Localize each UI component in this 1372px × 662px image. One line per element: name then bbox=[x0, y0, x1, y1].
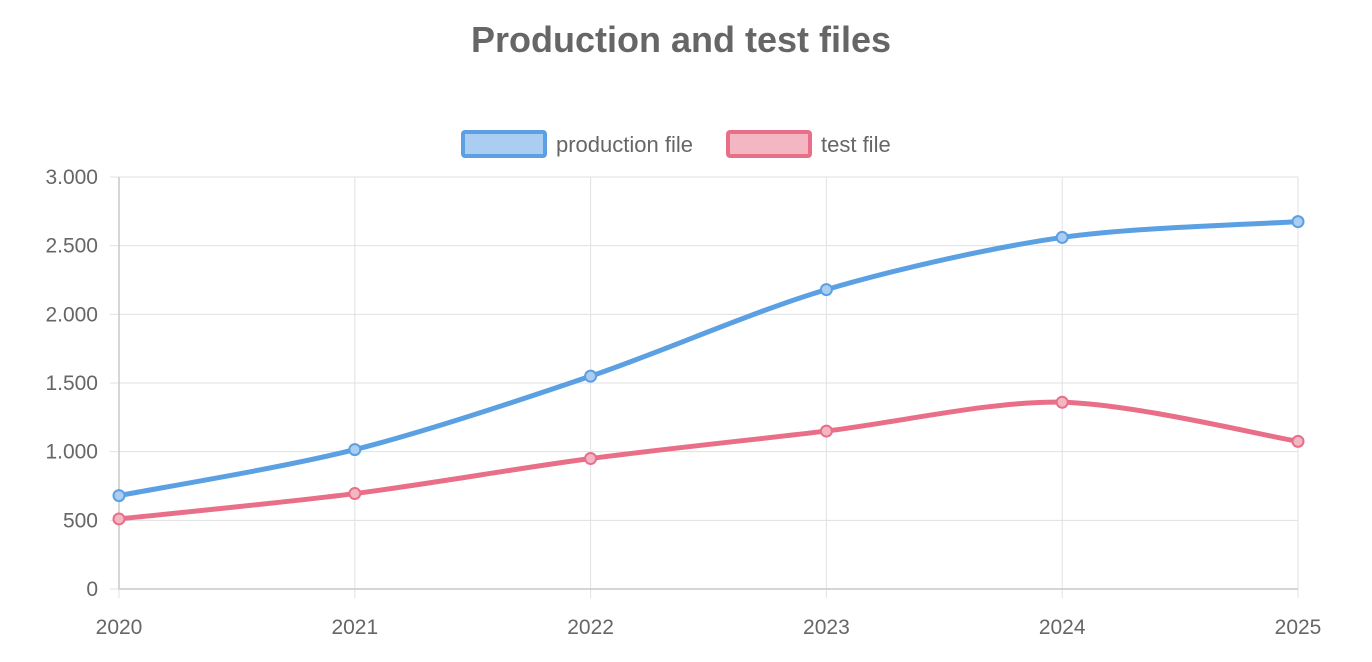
x-tick-label: 2022 bbox=[567, 616, 614, 639]
series-line-production-file bbox=[116, 219, 1301, 499]
y-tick-label: 3.000 bbox=[45, 166, 98, 189]
data-point-production-file[interactable] bbox=[1055, 230, 1069, 244]
grid bbox=[110, 176, 1299, 598]
legend-item-test[interactable]: test file bbox=[726, 130, 891, 158]
series-lines bbox=[116, 219, 1301, 522]
x-tick-label: 2020 bbox=[96, 616, 143, 639]
series-line-test-file bbox=[116, 399, 1301, 522]
y-tick-label: 2.000 bbox=[45, 303, 98, 326]
x-tick-label: 2024 bbox=[1039, 616, 1086, 639]
legend-swatch-test[interactable] bbox=[726, 130, 812, 158]
x-tick-label: 2021 bbox=[331, 616, 378, 639]
data-point-production-file[interactable] bbox=[112, 489, 126, 503]
data-point-test-file[interactable] bbox=[819, 424, 833, 438]
y-tick-label: 0 bbox=[86, 578, 98, 601]
x-axis-ticks: 2020 2021 2022 2023 2024 2025 bbox=[96, 616, 1322, 639]
chart-title: Production and test files bbox=[471, 19, 891, 60]
x-tick-label: 2023 bbox=[803, 616, 850, 639]
data-point-production-file[interactable] bbox=[348, 443, 362, 457]
legend-label-production[interactable]: production file bbox=[556, 132, 693, 157]
series-points[interactable] bbox=[112, 215, 1305, 526]
data-point-test-file[interactable] bbox=[112, 512, 126, 526]
y-axis-ticks: 0 500 1.000 1.500 2.000 2.500 3.000 bbox=[45, 166, 98, 601]
legend-swatch-production[interactable] bbox=[461, 130, 547, 158]
y-tick-label: 1.000 bbox=[45, 441, 98, 464]
y-tick-label: 1.500 bbox=[45, 372, 98, 395]
legend-item-production[interactable]: production file bbox=[461, 130, 693, 158]
data-point-test-file[interactable] bbox=[1055, 395, 1069, 409]
y-tick-label: 500 bbox=[63, 509, 98, 532]
data-point-production-file[interactable] bbox=[819, 283, 833, 297]
data-point-test-file[interactable] bbox=[348, 487, 362, 501]
legend[interactable]: production file test file bbox=[461, 130, 891, 158]
x-tick-label: 2025 bbox=[1275, 616, 1322, 639]
data-point-test-file[interactable] bbox=[584, 452, 598, 466]
data-point-test-file[interactable] bbox=[1291, 434, 1305, 448]
data-point-production-file[interactable] bbox=[1291, 215, 1305, 229]
legend-label-test[interactable]: test file bbox=[821, 132, 891, 157]
data-point-production-file[interactable] bbox=[584, 369, 598, 383]
y-tick-label: 2.500 bbox=[45, 235, 98, 258]
